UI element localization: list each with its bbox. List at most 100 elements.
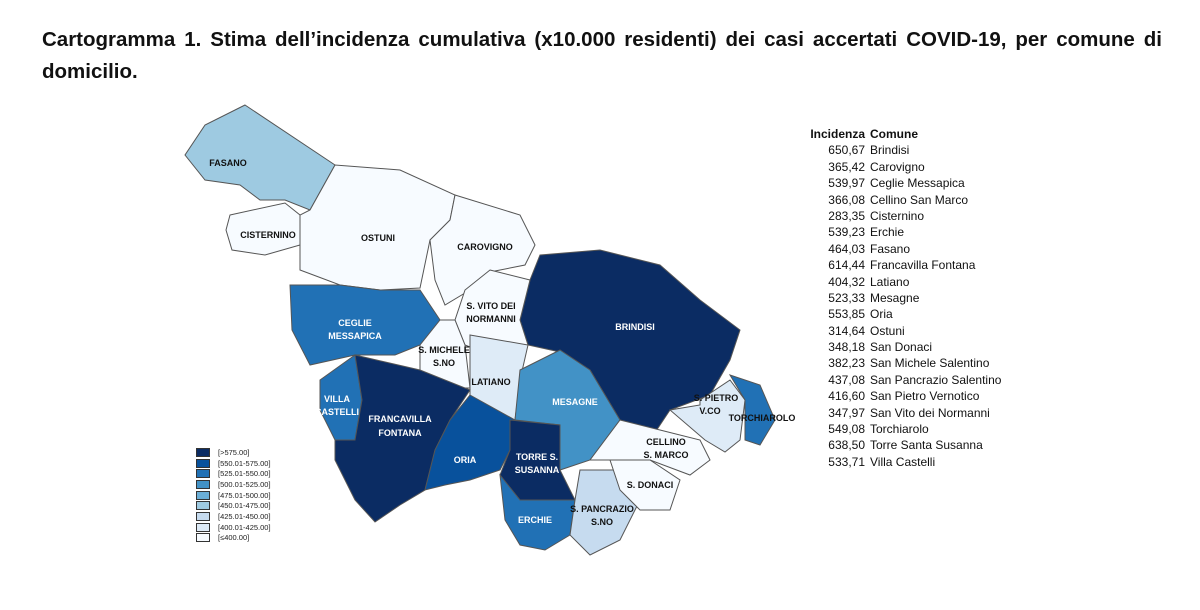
label-brindisi: BRINDISI (615, 322, 655, 332)
legend-label: [450.01-475.00] (218, 501, 271, 511)
comune-name: San Vito dei Normanni (870, 405, 990, 420)
label-san-michele-1: S. MICHELE (418, 345, 470, 355)
label-carovigno: CAROVIGNO (457, 242, 513, 252)
region-fasano[interactable] (184, 104, 336, 211)
comune-name: Torchiarolo (870, 422, 929, 437)
comune-name: Villa Castelli (870, 454, 936, 469)
table-row: 365,42 Carovigno (800, 159, 1001, 175)
legend-label: [≤400.00] (218, 533, 250, 543)
comune-name: Francavilla Fontana (870, 258, 976, 273)
label-oria: ORIA (454, 455, 477, 465)
incidence-value: 464,03 (828, 241, 865, 256)
table-row: 404,32 Latiano (800, 274, 1001, 290)
legend-swatch (196, 533, 210, 543)
legend-swatch (196, 501, 210, 511)
label-torre-2: SUSANNA (515, 465, 560, 475)
label-cellino-1: CELLINO (646, 437, 686, 447)
header-incidenza: Incidenza (810, 127, 865, 141)
incidence-value: 348,18 (828, 340, 865, 355)
table-row: 382,23 San Michele Salentino (800, 355, 1001, 371)
table-row: 464,03 Fasano (800, 241, 1001, 257)
incidence-value: 416,60 (828, 389, 865, 404)
table-row: 366,08 Cellino San Marco (800, 192, 1001, 208)
table-row: 416,60 San Pietro Vernotico (800, 388, 1001, 404)
region-cisternino[interactable] (225, 202, 301, 256)
table-row: 348,18 San Donaci (800, 339, 1001, 355)
table-row: 650,67 Brindisi (800, 142, 1001, 158)
legend-label: [>575.00] (218, 447, 250, 457)
label-erchie: ERCHIE (518, 515, 552, 525)
label-san-donaci: S. DONACI (627, 480, 674, 490)
table-row: 533,71 Villa Castelli (800, 454, 1001, 470)
header-comune: Comune (870, 127, 918, 141)
incidence-value: 539,97 (828, 176, 865, 191)
label-mesagne: MESAGNE (552, 397, 598, 407)
table-row: 549,08 Torchiarolo (800, 421, 1001, 437)
legend-label: [500.01-525.00] (218, 479, 271, 489)
incidence-value: 549,08 (828, 422, 865, 437)
comune-name: Ceglie Messapica (870, 176, 965, 191)
comune-name: Fasano (870, 241, 911, 256)
label-torre-1: TORRE S. (516, 452, 558, 462)
legend-swatch (196, 479, 210, 489)
map-title: Cartogramma 1. Stima dell’incidenza cumu… (42, 28, 1162, 83)
incidence-value: 650,67 (828, 143, 865, 158)
label-san-pancrazio-1: S. PANCRAZIO (570, 504, 634, 514)
comune-name: San Donaci (870, 340, 933, 355)
comune-name: Oria (870, 307, 893, 322)
label-san-michele-2: S.NO (433, 358, 455, 368)
label-ostuni: OSTUNI (361, 233, 395, 243)
incidence-value: 314,64 (828, 323, 865, 338)
label-cisternino: CISTERNINO (240, 230, 296, 240)
comune-name: Torre Santa Susanna (870, 438, 983, 453)
label-san-vito-1: S. VITO DEI (466, 301, 515, 311)
legend-label: [400.01-425.00] (218, 522, 271, 532)
label-francavilla-2: FONTANA (378, 428, 422, 438)
legend-swatch (196, 490, 210, 500)
comune-name: Brindisi (870, 143, 910, 158)
table-row: 283,35 Cisternino (800, 208, 1001, 224)
label-villa-castelli-1: VILLA (324, 394, 350, 404)
comune-name: Carovigno (870, 159, 925, 174)
legend-swatch (196, 447, 210, 457)
incidence-value: 404,32 (828, 274, 865, 289)
legend-label: [550.01-575.00] (218, 458, 271, 468)
comune-name: Ostuni (870, 323, 905, 338)
comune-name: San Pietro Vernotico (870, 389, 980, 404)
legend-label: [525.01-550.00] (218, 469, 271, 479)
region-san-pietro[interactable] (668, 379, 746, 453)
comune-name: Erchie (870, 225, 905, 240)
legend-swatch (196, 469, 210, 479)
incidence-value: 365,42 (828, 159, 865, 174)
map-labels: FASANO CISTERNINO OSTUNI CAROVIGNO S. VI… (209, 158, 795, 527)
region-torchiarolo[interactable] (728, 374, 776, 446)
incidence-table: Incidenza Comune 650,67 Brindisi 365,42 Car… (800, 126, 1001, 470)
incidence-value: 437,08 (828, 372, 865, 387)
incidence-value: 382,23 (828, 356, 865, 371)
label-san-pietro-2: V.CO (699, 406, 720, 416)
region-francavilla[interactable] (334, 354, 471, 523)
legend-item: [550.01-575.00] (196, 458, 271, 469)
incidence-value: 366,08 (828, 192, 865, 207)
table-row: 614,44 Francavilla Fontana (800, 257, 1001, 273)
region-san-donaci[interactable] (609, 459, 681, 511)
region-ostuni[interactable] (299, 164, 456, 291)
label-san-pancrazio-2: S.NO (591, 517, 613, 527)
comune-name: Cellino San Marco (870, 192, 969, 207)
comune-name: San Michele Salentino (870, 356, 990, 371)
comune-name: Cisternino (870, 208, 925, 223)
label-cellino-2: S. MARCO (644, 450, 689, 460)
legend-label: [475.01-500.00] (218, 490, 271, 500)
incidence-value: 523,33 (828, 290, 865, 305)
legend-item: [475.01-500.00] (196, 490, 271, 501)
label-san-pietro-1: S. PIETRO (694, 393, 739, 403)
label-latiano: LATIANO (471, 377, 510, 387)
region-erchie[interactable] (499, 473, 576, 551)
incidence-value: 638,50 (828, 438, 865, 453)
table-row: 539,97 Ceglie Messapica (800, 175, 1001, 191)
incidence-value: 347,97 (828, 405, 865, 420)
table-row: 638,50 Torre Santa Susanna (800, 437, 1001, 453)
incidence-value: 614,44 (828, 258, 865, 273)
legend-item: [425.01-450.00] (196, 511, 271, 522)
